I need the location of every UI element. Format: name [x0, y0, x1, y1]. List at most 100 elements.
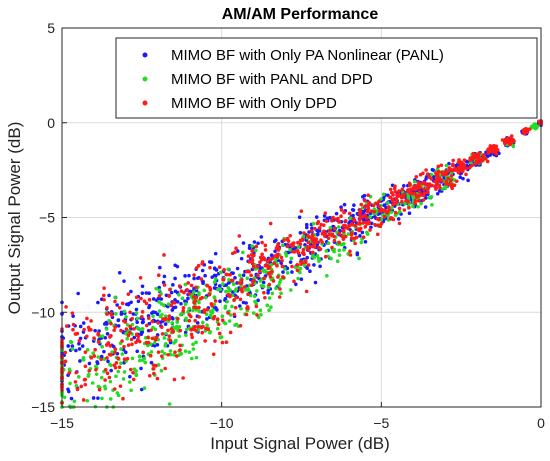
scatter-point: [139, 296, 143, 301]
scatter-point: [306, 240, 311, 245]
scatter-point: [172, 353, 176, 357]
scatter-point: [196, 299, 200, 303]
legend-marker-panl: [142, 52, 148, 58]
scatter-point: [263, 248, 268, 252]
scatter-point: [291, 241, 295, 246]
scatter-point: [208, 329, 213, 334]
scatter-point: [189, 356, 194, 361]
y-axis-label: Output Signal Power (dB): [5, 122, 24, 315]
scatter-point: [425, 172, 430, 176]
scatter-point: [382, 196, 386, 200]
scatter-point: [242, 285, 247, 289]
scatter-point: [66, 387, 70, 392]
scatter-point: [102, 286, 106, 290]
scatter-point: [140, 291, 145, 295]
scatter-point: [102, 297, 106, 302]
scatter-point: [290, 270, 294, 274]
scatter-point: [96, 396, 100, 400]
scatter-point: [109, 353, 113, 357]
scatter-point: [63, 350, 68, 355]
scatter-point: [367, 221, 371, 226]
scatter-point: [78, 324, 83, 329]
scatter-point: [120, 352, 125, 356]
x-tick-label: −5: [373, 415, 389, 431]
scatter-point: [327, 232, 331, 237]
scatter-point: [192, 276, 196, 281]
scatter-point: [71, 322, 76, 327]
scatter-point: [167, 334, 172, 338]
scatter-point: [69, 396, 74, 401]
scatter-point: [144, 323, 149, 328]
scatter-point: [454, 163, 458, 168]
scatter-point: [305, 255, 310, 260]
scatter-point: [234, 246, 238, 250]
scatter-point: [241, 300, 246, 305]
scatter-point: [389, 210, 394, 215]
scatter-point: [317, 226, 322, 230]
scatter-point: [178, 343, 182, 348]
scatter-point: [346, 232, 351, 236]
scatter-point: [155, 343, 160, 347]
scatter-point: [117, 271, 122, 275]
scatter-point: [183, 282, 188, 287]
scatter-point: [115, 303, 119, 307]
scatter-point: [203, 295, 208, 300]
scatter-point: [241, 241, 246, 245]
scatter-point: [315, 232, 320, 237]
scatter-point: [212, 273, 217, 278]
scatter-point: [307, 235, 312, 239]
scatter-point: [426, 190, 430, 195]
scatter-point: [147, 297, 152, 302]
scatter-point: [252, 294, 257, 298]
scatter-point: [182, 290, 186, 295]
scatter-point: [427, 195, 432, 200]
scatter-point: [254, 244, 259, 249]
scatter-point: [301, 234, 306, 239]
scatter-point: [89, 319, 93, 323]
scatter-point: [212, 296, 217, 300]
scatter-point: [232, 312, 237, 317]
scatter-point: [63, 359, 68, 364]
scatter-point: [147, 373, 152, 378]
scatter-point: [294, 282, 298, 287]
scatter-point: [508, 142, 512, 147]
scatter-point: [94, 367, 98, 372]
scatter-point: [239, 306, 243, 311]
scatter-point: [305, 244, 310, 249]
scatter-point: [123, 320, 128, 324]
scatter-point: [228, 272, 232, 277]
scatter-point: [254, 304, 259, 309]
scatter-point: [169, 303, 174, 308]
scatter-point: [193, 318, 197, 323]
scatter-point: [278, 287, 282, 291]
scatter-point: [113, 299, 117, 304]
scatter-point: [368, 215, 372, 219]
scatter-point: [323, 254, 328, 259]
scatter-point: [227, 319, 232, 323]
scatter-point: [352, 203, 356, 207]
scatter-point: [300, 237, 305, 242]
scatter-point: [485, 159, 490, 164]
scatter-point: [304, 289, 309, 294]
scatter-point: [186, 281, 191, 285]
scatter-point: [429, 177, 434, 181]
scatter-point: [197, 315, 201, 319]
scatter-point: [413, 201, 418, 206]
scatter-point: [397, 221, 402, 226]
scatter-point: [142, 386, 147, 390]
scatter-point: [137, 354, 142, 359]
scatter-point: [349, 232, 354, 237]
scatter-point: [205, 323, 209, 327]
scatter-point: [484, 156, 488, 161]
scatter-point: [140, 284, 145, 289]
scatter-point: [362, 205, 367, 209]
scatter-points: [60, 119, 543, 409]
scatter-point: [183, 330, 188, 335]
scatter-point: [100, 396, 104, 401]
scatter-point: [159, 368, 164, 373]
scatter-point: [104, 327, 109, 331]
y-tick-label: 5: [47, 20, 55, 36]
scatter-point: [394, 196, 399, 201]
scatter-point: [130, 342, 134, 347]
scatter-point: [443, 169, 448, 174]
